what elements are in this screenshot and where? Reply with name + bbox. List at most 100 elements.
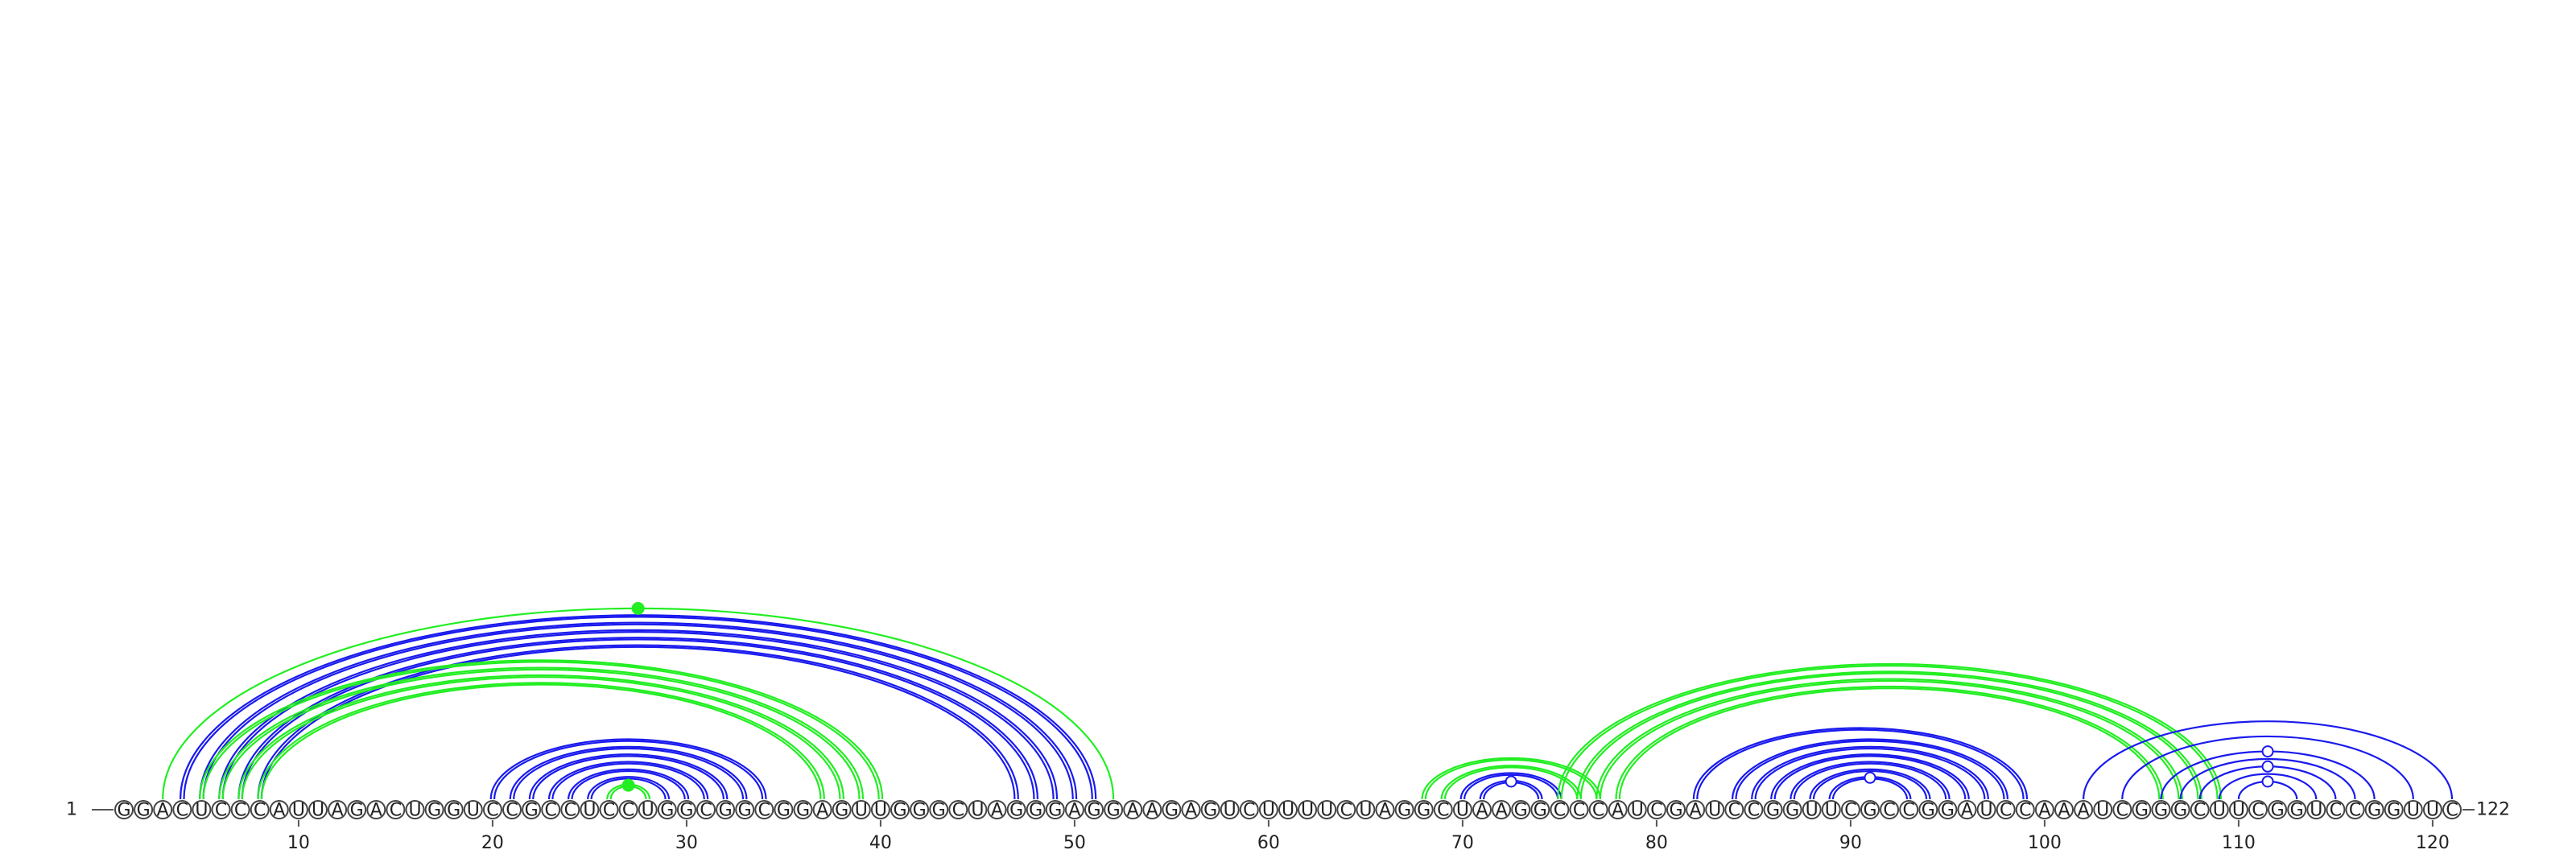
nucleotide-circle (153, 800, 173, 819)
base-pair-arc-24-30-outer (568, 768, 690, 800)
nucleotide-letter: G (1863, 801, 1876, 821)
nucleotide-letter: A (1690, 801, 1702, 821)
nucleotide-circle (1064, 800, 1084, 819)
nucleotide-letter: G (1785, 801, 1799, 821)
nucleotide-circle (1006, 800, 1026, 819)
nucleotide: U (870, 800, 890, 821)
nucleotide: G (114, 800, 134, 821)
base-pair-arc-77-107-outer (1596, 678, 2183, 800)
nucleotide: U (2403, 800, 2423, 821)
nucleotide-circle (1840, 800, 1860, 819)
nucleotide-circle (2112, 800, 2132, 819)
nucleotide-circle (1181, 800, 1201, 819)
base-pair-arc-68-77-inner (1424, 758, 1598, 800)
nucleotide-circle (560, 800, 580, 819)
nucleotide-letter: U (1631, 801, 1644, 821)
nucleotide-letter: C (1883, 801, 1895, 821)
nucleotide-circle (2074, 800, 2094, 819)
nucleotide-letter: A (370, 801, 382, 821)
nucleotide: U (1705, 800, 1725, 821)
nucleotide: G (2151, 800, 2171, 821)
nucleotide: C (211, 800, 231, 821)
nucleotide: C (2190, 800, 2210, 821)
nucleotide-circle (1239, 800, 1259, 819)
nucleotide-circle (463, 800, 483, 819)
base-pair-arc-68-77-outer (1421, 757, 1601, 800)
nucleotide: U (405, 800, 425, 821)
base-pair-arc-69-76-outer (1440, 765, 1582, 800)
nucleotide-circle (250, 800, 270, 819)
nucleotide-circle (405, 800, 425, 819)
nucleotide-circle (1821, 800, 1841, 819)
nucleotide-circle (1317, 800, 1337, 819)
nucleotide-letter: A (991, 801, 1003, 821)
nucleotide-circle (172, 800, 192, 819)
base-pair-arc-104-119 (2121, 735, 2414, 800)
nucleotide-circle (638, 800, 658, 819)
nucleotide-circle (1394, 800, 1414, 819)
nucleotide: G (2170, 800, 2190, 821)
nucleotide-letter: G (2387, 801, 2401, 821)
nucleotide-circle (1918, 800, 1938, 819)
base-pair-arc-25-29-outer (587, 776, 671, 800)
nucleotide: A (1181, 800, 1201, 821)
nucleotide-circle (2268, 800, 2288, 819)
nucleotide-letter: G (660, 801, 674, 821)
nucleotide-circle (2345, 800, 2365, 819)
tick-label-100: 100 (2028, 833, 2062, 853)
nucleotide-circle (832, 800, 852, 819)
nucleotide-circle (2364, 800, 2384, 819)
nucleotide-circle (1899, 800, 1919, 819)
nucleotide: U (851, 800, 871, 821)
base-pair-arc-85-97-outer (1751, 745, 1989, 800)
nucleotide-letter: A (1961, 801, 1973, 821)
nucleotide-circle (1200, 800, 1220, 819)
nucleotide: U (1627, 800, 1647, 821)
nucleotide-circle (676, 800, 696, 819)
nucleotide-circle (386, 800, 406, 819)
nucleotide-letter: U (1320, 801, 1333, 821)
nucleotide: C (1840, 800, 1860, 821)
nucleotide: G (890, 800, 910, 821)
nucleotide-circle (1646, 800, 1666, 819)
nucleotide-letter: A (2058, 801, 2070, 821)
nucleotide-letter: U (1980, 801, 1993, 821)
nucleotide-circle (1957, 800, 1977, 819)
nucleotide-circle (1938, 800, 1958, 819)
nucleotide-letter: A (1612, 801, 1624, 821)
nucleotide: U (1976, 800, 1996, 821)
nucleotide-circle (1744, 800, 1764, 819)
nucleotide-letter: C (545, 801, 557, 821)
base-pair-arc-82-99-outer (1692, 727, 2029, 800)
nucleotide-circle (424, 800, 444, 819)
nucleotide-letter: G (1766, 801, 1780, 821)
nucleotide-circle (482, 800, 502, 819)
nucleotide-letter: C (758, 801, 770, 821)
base-pair-arc-77-107-inner (1599, 679, 2180, 800)
base-pair-arc-107-116 (2179, 757, 2356, 800)
nucleotide: G (1666, 800, 1686, 821)
base-pair-arc-4-51-inner (183, 616, 1093, 800)
nucleotide-letter: A (1127, 801, 1139, 821)
nucleotide-circle (2093, 800, 2113, 819)
nucleotide: C (1724, 800, 1744, 821)
nucleotide-circle (2015, 800, 2035, 819)
nucleotide-letter: A (1146, 801, 1158, 821)
base-pair-arc-23-31-outer (547, 761, 709, 800)
base-pair-arc-88-94-outer (1809, 768, 1931, 800)
nucleotide-letter: U (855, 801, 868, 821)
nucleotide-letter: C (176, 801, 188, 821)
nucleotide-letter: A (273, 801, 285, 821)
nucleotide: C (1239, 800, 1259, 821)
nucleotide-letter: U (2213, 801, 2226, 821)
base-pair-arc-6-39-outer (218, 666, 865, 800)
nucleotide: G (1918, 800, 1938, 821)
nucleotide-circle (1298, 800, 1318, 819)
nucleotide-circle (696, 800, 716, 819)
base-pair-arc-6-39-inner (221, 668, 861, 800)
start-position-label: 1 (66, 800, 77, 820)
nucleotide-letter: G (835, 801, 848, 821)
nucleotide: G (1938, 800, 1958, 821)
